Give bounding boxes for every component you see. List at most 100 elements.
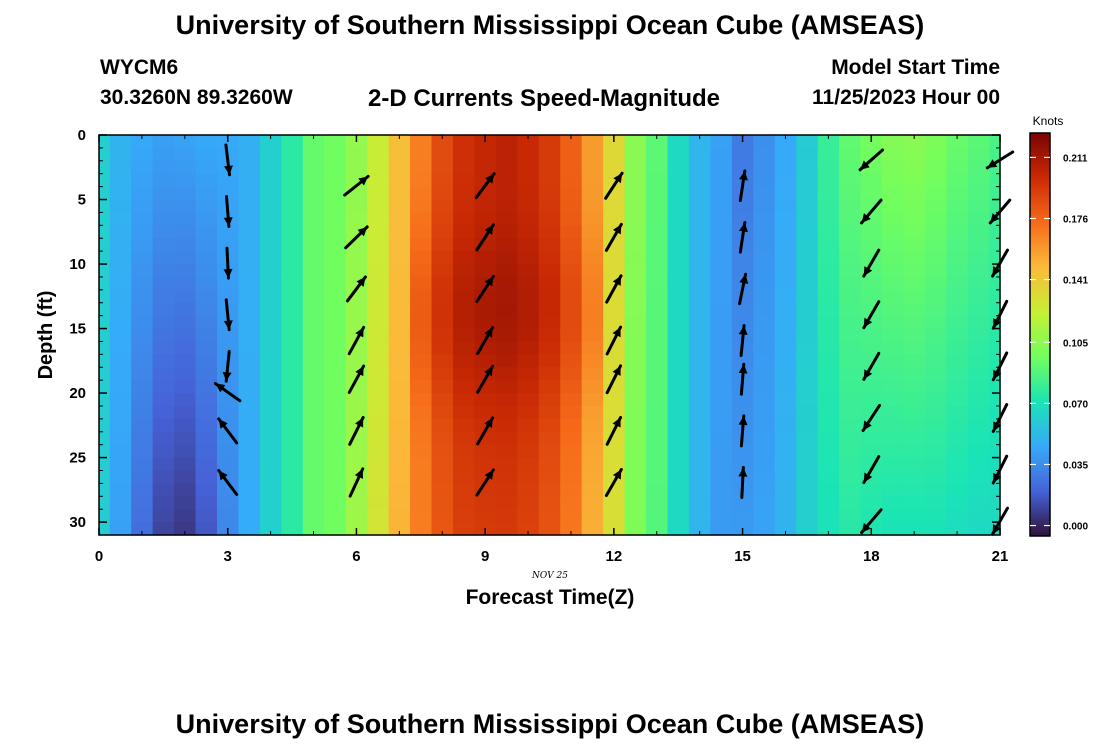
heatmap-cell (174, 135, 197, 149)
heatmap-cell (839, 212, 862, 226)
heatmap-cell (324, 393, 347, 407)
heatmap-cell (603, 264, 626, 278)
current-arrow (858, 148, 885, 172)
heatmap-cell (646, 160, 669, 175)
heatmap-cell (495, 147, 518, 162)
heatmap-cell (259, 135, 282, 149)
heatmap-cell (195, 431, 218, 446)
heatmap-cell (109, 251, 132, 265)
heatmap-cell (624, 315, 647, 330)
heatmap-cell (238, 173, 261, 188)
heatmap-cell (259, 173, 282, 188)
heatmap-cell (624, 354, 647, 368)
heatmap-cell (410, 264, 433, 278)
heatmap-cell (238, 238, 261, 252)
heatmap-cell (839, 199, 862, 214)
arrow-head (612, 327, 621, 338)
heatmap-cell (882, 393, 905, 407)
arrow-head (223, 165, 233, 175)
heatmap-cell (710, 354, 733, 368)
heatmap-cell (367, 135, 390, 149)
heatmap-cell (646, 367, 669, 381)
heatmap-cell (452, 147, 476, 162)
heatmap-cell (753, 302, 776, 317)
heatmap-cell (238, 251, 261, 265)
arrow-head (863, 317, 873, 328)
heatmap-cell (152, 431, 175, 446)
heatmap-cell (495, 212, 518, 226)
heatmap-cell (495, 302, 518, 317)
heatmap-cell (345, 160, 368, 175)
arrow-head (739, 274, 749, 284)
heatmap-cell (924, 457, 947, 472)
heatmap-cell (796, 470, 819, 484)
heatmap-cell (924, 186, 947, 201)
heatmap-cell (281, 431, 304, 446)
heatmap-cell (882, 496, 905, 510)
heatmap-cell (109, 483, 132, 497)
heatmap-cell (281, 212, 304, 226)
current-arrow (347, 364, 366, 394)
heatmap-cell (688, 173, 711, 188)
heatmap-cell (624, 147, 647, 162)
heatmap-cell (216, 496, 240, 510)
heatmap-cell (753, 444, 776, 459)
heatmap-cell (431, 302, 454, 317)
heatmap-cell (367, 147, 390, 162)
heatmap-cell (967, 405, 990, 420)
heatmap-cell (517, 496, 540, 510)
heatmap-cell (345, 302, 368, 317)
heatmap-cell (688, 341, 711, 355)
heatmap-cell (817, 289, 840, 304)
heatmap-cell (367, 315, 390, 330)
heatmap-cell (324, 483, 347, 497)
heatmap-cell (152, 496, 175, 510)
heatmap-cell (710, 522, 733, 536)
heatmap-cell (753, 173, 776, 188)
heatmap-cell (538, 444, 561, 459)
heatmap-cell (967, 264, 990, 278)
heatmap-cell (796, 135, 819, 149)
heatmap-cell (903, 380, 926, 394)
heatmap-cell (131, 522, 154, 536)
heatmap-cell (882, 302, 905, 317)
heatmap-cell (99, 302, 111, 317)
heatmap-cell (474, 354, 497, 368)
heatmap-cell (238, 160, 261, 175)
current-arrow (476, 326, 495, 356)
heatmap-cell (109, 135, 132, 149)
heatmap-cell (410, 405, 433, 420)
heatmap-cell (667, 238, 690, 252)
heatmap-cell (710, 251, 733, 265)
heatmap-cell (946, 289, 969, 304)
heatmap-cell (431, 405, 454, 420)
heatmap-cell (238, 264, 261, 278)
heatmap-cell (753, 289, 776, 304)
heatmap-cell (99, 509, 111, 523)
heatmap-cell (152, 147, 175, 162)
heatmap-cell (817, 276, 840, 291)
heatmap-cell (624, 160, 647, 175)
heatmap-cell (560, 405, 583, 420)
heatmap-cell (731, 289, 754, 304)
heatmap-cell (688, 251, 711, 265)
heatmap-cell (474, 509, 497, 523)
heatmap-cell (967, 470, 990, 484)
heatmap-cell (967, 496, 990, 510)
heatmap-cell (882, 147, 905, 162)
y-tick-label: 30 (69, 514, 86, 531)
heatmap-cell (560, 354, 583, 368)
heatmap-cell (174, 470, 197, 484)
heatmap-cell (99, 147, 111, 162)
heatmap-cell (903, 276, 926, 291)
heatmap-cell (646, 444, 669, 459)
heatmap-cell (216, 328, 240, 343)
heatmap-cell (345, 173, 368, 188)
heatmap-cell (238, 354, 261, 368)
arrow-head (356, 276, 366, 287)
heatmap-cell (388, 160, 411, 175)
heatmap-cell (281, 483, 304, 497)
heatmap-cell (817, 496, 840, 510)
heatmap-cell (560, 135, 583, 149)
heatmap-cell (667, 380, 690, 394)
